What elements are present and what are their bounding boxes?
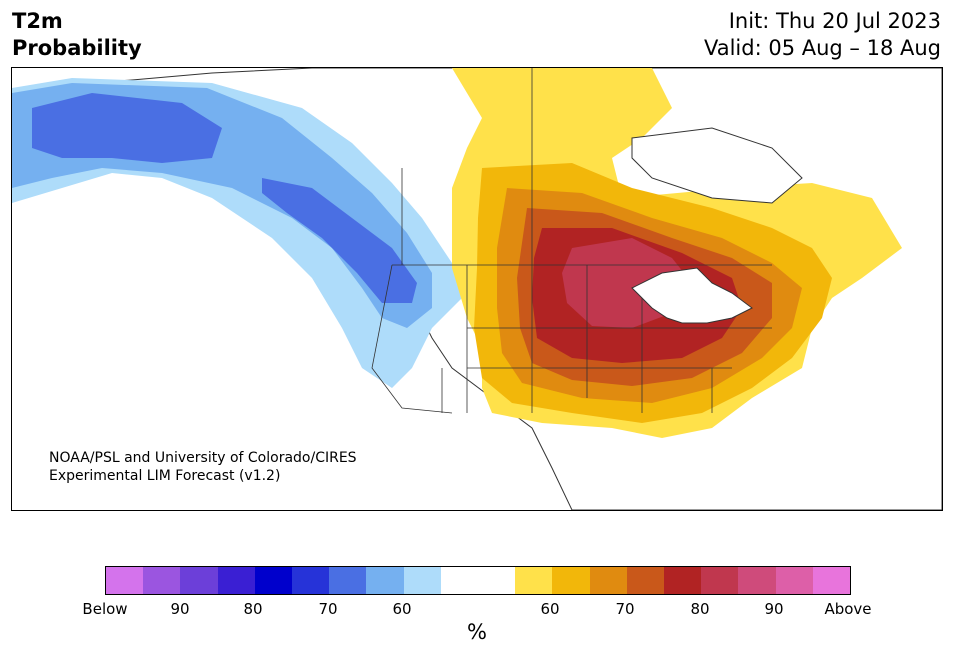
colorbar-unit: % xyxy=(467,620,487,644)
data-credit: NOAA/PSL and University of Colorado/CIRE… xyxy=(49,449,357,485)
title-line-2: Probability xyxy=(12,36,142,60)
colorbar-swatch xyxy=(292,567,330,594)
below-normal-strong-region-coast xyxy=(262,178,417,303)
colorbar-swatch xyxy=(701,567,739,594)
colorbar-tick-label: 70 xyxy=(615,600,635,618)
map-panel xyxy=(11,67,943,511)
colorbar-swatch xyxy=(440,567,479,594)
colorbar-tick-label: Below xyxy=(82,600,128,618)
title-line-1: T2m xyxy=(12,9,63,33)
colorbar-swatch xyxy=(589,567,627,594)
colorbar-tick-label: 90 xyxy=(170,600,190,618)
colorbar-swatch xyxy=(626,567,665,594)
colorbar-swatch xyxy=(106,567,144,594)
valid-dates: Valid: 05 Aug – 18 Aug xyxy=(703,36,941,60)
colorbar-swatch xyxy=(329,567,367,594)
colorbar-swatch xyxy=(217,567,255,594)
colorbar-tick-label: 60 xyxy=(392,600,412,618)
credit-line-2: Experimental LIM Forecast (v1.2) xyxy=(49,468,281,484)
political-borders xyxy=(371,68,772,414)
map-title: T2m Probability xyxy=(12,8,142,62)
below-normal-strong-region xyxy=(32,93,222,163)
probability-map xyxy=(12,68,942,510)
colorbar-tick-label: 70 xyxy=(318,600,338,618)
colorbar-swatch xyxy=(812,567,851,594)
init-date: Init: Thu 20 Jul 2023 xyxy=(728,9,941,33)
colorbar-swatch xyxy=(775,567,813,594)
colorbar-swatch xyxy=(180,567,218,594)
colorbar-swatch xyxy=(664,567,702,594)
colorbar-tick-label: 90 xyxy=(764,600,784,618)
colorbar-swatch xyxy=(143,567,181,594)
colorbar-swatch xyxy=(552,567,590,594)
great-lakes xyxy=(631,267,753,324)
colorbar-tick-label: Above xyxy=(824,600,872,618)
probability-colorbar xyxy=(105,566,851,595)
colorbar-swatch xyxy=(515,567,553,594)
colorbar-swatch xyxy=(254,567,293,594)
colorbar-swatch xyxy=(478,567,516,594)
colorbar-tick-label: 80 xyxy=(243,600,263,618)
hudson-bay xyxy=(631,127,803,204)
colorbar-swatch xyxy=(738,567,776,594)
colorbar-swatch xyxy=(403,567,441,594)
credit-line-1: NOAA/PSL and University of Colorado/CIRE… xyxy=(49,450,357,466)
colorbar-tick-label: 60 xyxy=(540,600,560,618)
colorbar-swatch xyxy=(366,567,404,594)
forecast-dates: Init: Thu 20 Jul 2023 Valid: 05 Aug – 18… xyxy=(704,8,941,62)
colorbar-tick-label: 80 xyxy=(690,600,710,618)
